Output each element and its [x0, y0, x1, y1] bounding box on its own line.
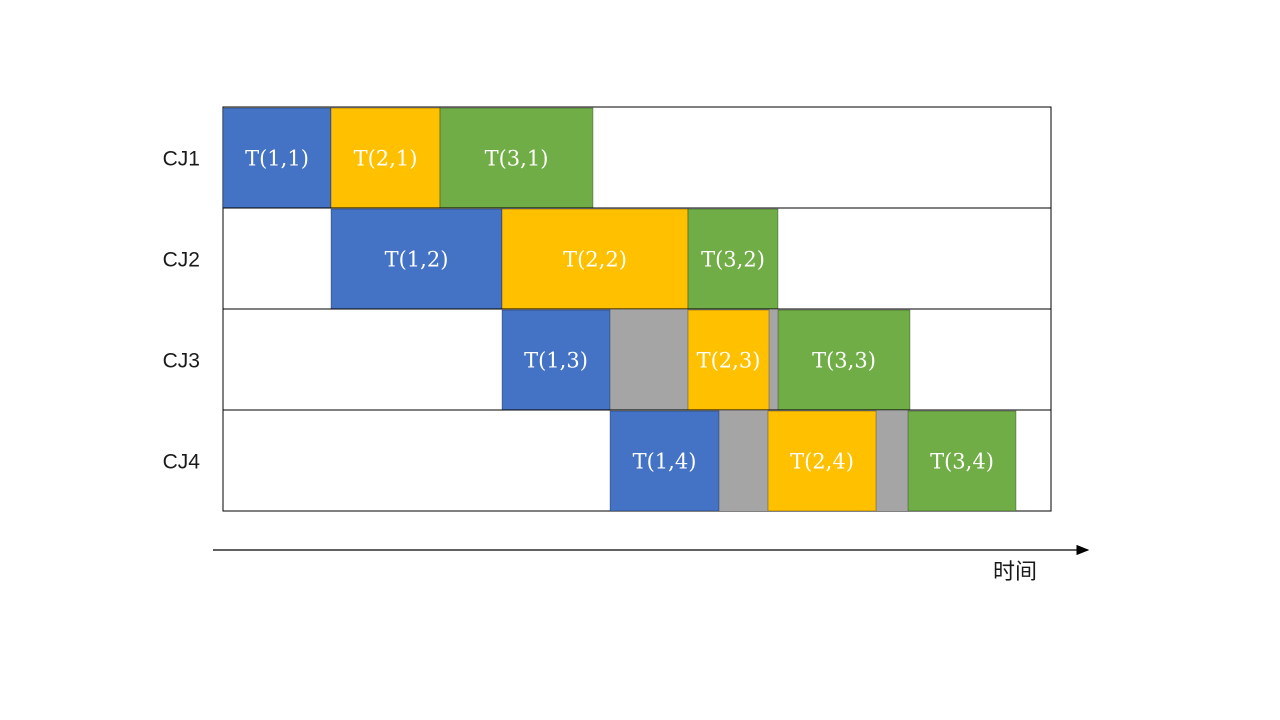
task-label: T(1,1): [245, 147, 309, 171]
task-bar: [501, 309, 611, 411]
row-label: CJ3: [163, 350, 200, 373]
idle-gap: [876, 411, 908, 511]
idle-gap: [610, 310, 688, 410]
row-label: CJ2: [163, 249, 200, 272]
row-label: CJ4: [163, 451, 201, 474]
task-bar: [687, 208, 779, 310]
task-label: T(2,4): [790, 450, 854, 474]
task-bar: [222, 107, 332, 209]
task-label: T(1,3): [524, 349, 588, 373]
task-bar: [777, 309, 911, 411]
idle-gap: [769, 310, 778, 410]
gantt-row: T(1,3) T(2,3) T(3,3) CJ3: [163, 308, 1052, 411]
task-label: T(1,4): [633, 450, 697, 474]
task-label: T(2,3): [697, 349, 761, 373]
task-bar: [439, 107, 594, 209]
gantt-row: T(1,4) T(2,4) T(3,4) CJ4: [163, 409, 1052, 512]
task-bar: [501, 208, 689, 310]
task-label: T(2,1): [354, 147, 418, 171]
task-bar: [609, 410, 720, 512]
task-label: T(3,4): [930, 450, 994, 474]
task-label: T(3,3): [812, 349, 876, 373]
task-bar: [330, 208, 503, 310]
task-bar: [330, 107, 441, 209]
task-bar: [687, 309, 770, 411]
task-label: T(1,2): [385, 248, 449, 272]
time-axis-label: 时间: [993, 560, 1037, 585]
task-label: T(3,2): [701, 248, 765, 272]
task-bar: [907, 410, 1017, 512]
task-label: T(2,2): [563, 248, 627, 272]
row-label: CJ1: [163, 148, 200, 171]
task-bar: [767, 410, 877, 512]
gantt-row: T(1,2) T(2,2) T(3,2) CJ2: [163, 207, 1052, 310]
idle-gap: [719, 411, 768, 511]
rows-layer: T(1,1) T(2,1) T(3,1) CJ1 T(1,2) T(2,2) T(3,2) C…: [163, 106, 1052, 512]
task-label: T(3,1): [485, 147, 549, 171]
gantt-row: T(1,1) T(2,1) T(3,1) CJ1: [163, 106, 1052, 209]
